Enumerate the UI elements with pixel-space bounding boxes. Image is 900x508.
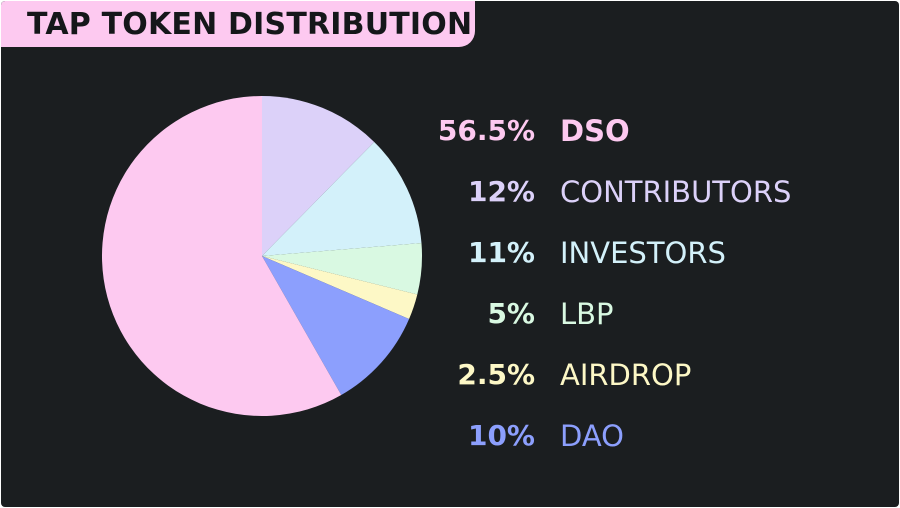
pie-slice-investors <box>262 141 422 256</box>
legend-percent: 12% <box>467 175 535 208</box>
legend-item-lbp: 5% LBP <box>1 297 899 337</box>
pie-slice-contributors <box>262 96 375 256</box>
pie-slice-dso <box>101 95 342 417</box>
pie-slice-dao <box>262 256 410 395</box>
legend-percent: 56.5% <box>437 114 535 147</box>
legend-label: DAO <box>560 419 624 453</box>
legend-percent: 5% <box>487 297 535 330</box>
legend-item-investors: 11% INVESTORS <box>1 236 899 276</box>
legend-item-dso: 56.5% DSO <box>1 114 899 154</box>
legend-label: CONTRIBUTORS <box>560 175 792 209</box>
legend-item-dao: 10% DAO <box>1 419 899 459</box>
legend-label: DSO <box>560 114 630 148</box>
legend-label: INVESTORS <box>560 236 726 270</box>
legend-percent: 10% <box>467 419 535 452</box>
legend-item-airdrop: 2.5% AIRDROP <box>1 358 899 398</box>
pie-slice-airdrop <box>262 256 418 320</box>
legend-percent: 2.5% <box>457 358 535 391</box>
legend-label: LBP <box>560 297 614 331</box>
pie-slice-lbp <box>262 243 423 295</box>
pie-chart <box>101 95 423 417</box>
legend-percent: 11% <box>467 236 535 269</box>
chart-title: TAP TOKEN DISTRIBUTION <box>27 7 473 42</box>
title-tab: TAP TOKEN DISTRIBUTION <box>1 1 475 47</box>
legend-label: AIRDROP <box>560 358 692 392</box>
legend-item-contributors: 12% CONTRIBUTORS <box>1 175 899 215</box>
